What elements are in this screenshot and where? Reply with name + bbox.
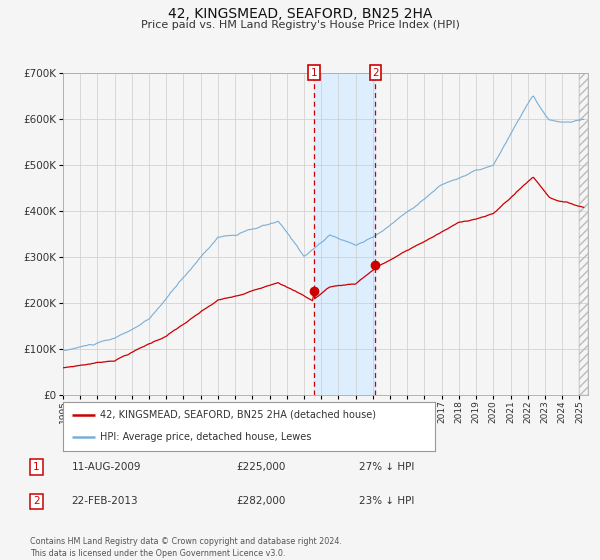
- Text: Contains HM Land Registry data © Crown copyright and database right 2024.
This d: Contains HM Land Registry data © Crown c…: [30, 537, 342, 558]
- Bar: [314, 73, 376, 395]
- Text: £225,000: £225,000: [236, 462, 286, 472]
- Text: 11-AUG-2009: 11-AUG-2009: [71, 462, 141, 472]
- Text: 42, KINGSMEAD, SEAFORD, BN25 2HA (detached house): 42, KINGSMEAD, SEAFORD, BN25 2HA (detach…: [100, 410, 376, 420]
- Text: 23% ↓ HPI: 23% ↓ HPI: [359, 496, 414, 506]
- Text: 22-FEB-2013: 22-FEB-2013: [71, 496, 138, 506]
- Text: HPI: Average price, detached house, Lewes: HPI: Average price, detached house, Lewe…: [100, 432, 311, 442]
- Text: £282,000: £282,000: [236, 496, 286, 506]
- Text: Price paid vs. HM Land Registry's House Price Index (HPI): Price paid vs. HM Land Registry's House …: [140, 20, 460, 30]
- Text: 1: 1: [311, 68, 317, 78]
- Text: 27% ↓ HPI: 27% ↓ HPI: [359, 462, 414, 472]
- Text: 2: 2: [372, 68, 379, 78]
- Text: 1: 1: [33, 462, 40, 472]
- Text: 42, KINGSMEAD, SEAFORD, BN25 2HA: 42, KINGSMEAD, SEAFORD, BN25 2HA: [168, 7, 432, 21]
- Text: 2: 2: [33, 496, 40, 506]
